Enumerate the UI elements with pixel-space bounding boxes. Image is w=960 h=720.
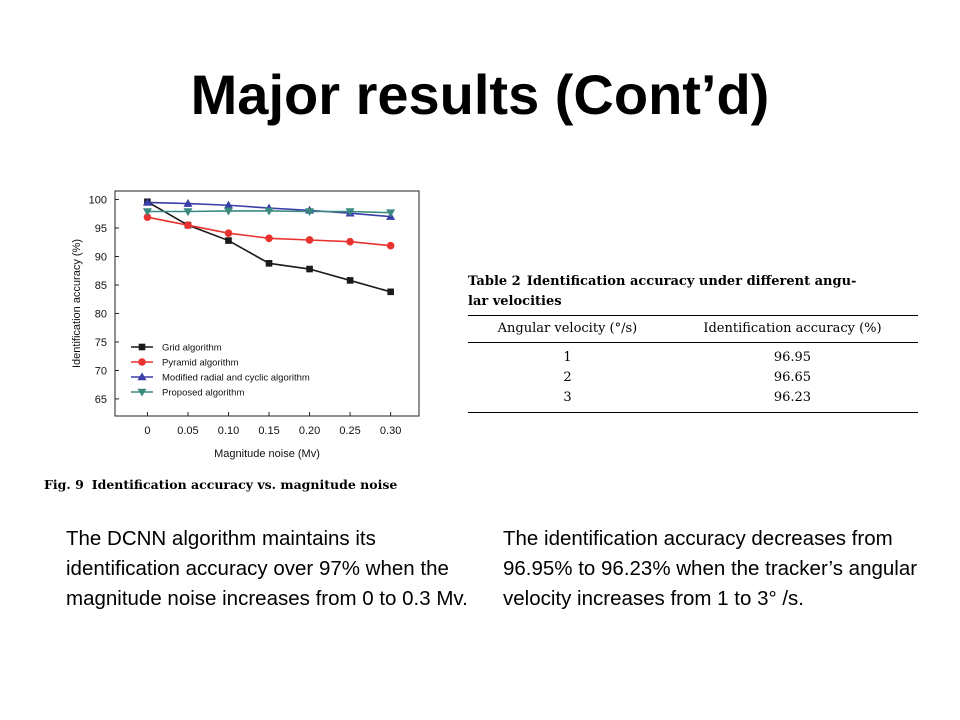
data-point (386, 241, 395, 250)
legend-label: Modified radial and cyclic algorithm (162, 373, 310, 384)
table-cell: 1 (563, 350, 572, 365)
data-point (138, 358, 146, 366)
legend-label: Proposed algorithm (162, 388, 244, 399)
data-point (142, 197, 152, 206)
data-point (265, 260, 273, 267)
y-tick-label: 80 (95, 308, 107, 320)
data-point (224, 229, 233, 237)
table-caption-line-2: lar velocities (468, 294, 562, 309)
table-cell: 96.95 (773, 350, 812, 365)
x-tick-label: 0.30 (380, 425, 401, 437)
table-caption: Table 2 Identification accuracy under dif… (468, 272, 918, 312)
x-tick-label: 0 (144, 425, 150, 437)
series-layer (142, 197, 396, 296)
y-tick-label: 65 (95, 394, 107, 406)
x-tick-label: 0.25 (339, 425, 360, 437)
data-point (225, 237, 232, 244)
data-point (346, 277, 354, 284)
data-point (142, 208, 152, 217)
data-point (345, 208, 355, 217)
data-point (265, 234, 273, 243)
data-point (137, 388, 147, 397)
series-group (143, 213, 395, 250)
data-point (387, 288, 394, 296)
figure-caption: Fig. 9 Identification accuracy vs. magnit… (44, 477, 397, 492)
data-point (386, 209, 396, 218)
data-point (305, 208, 315, 217)
y-axis-ticks: 65 70 75 80 85 90 95 100 (89, 195, 119, 406)
y-tick-label: 100 (89, 195, 107, 207)
y-tick-label: 85 (95, 280, 107, 292)
x-tick-label: 0.10 (218, 425, 239, 437)
legend-item: Pyramid algorithm (131, 358, 239, 369)
y-tick-label: 90 (95, 252, 107, 264)
table-caption-line-1: Identification accuracy under different … (526, 274, 857, 289)
figure-number: Fig. 9 (44, 477, 84, 492)
series-group (142, 207, 396, 218)
table-row: 3 96.23 (468, 388, 918, 413)
x-tick-label: 0.20 (299, 425, 320, 437)
table-cell: 96.65 (773, 370, 812, 385)
y-axis-label: Identification accuracy (%) (71, 239, 83, 368)
table-header-row: Angular velocity (°/s) Identification ac… (468, 315, 918, 343)
table-row: 2 96.65 (468, 368, 918, 388)
legend-item: Modified radial and cyclic algorithm (131, 372, 310, 384)
accuracy-noise-chart: 65 70 75 80 85 90 95 100 0 0.05 0.10 0.15 0.20 0.25 0… (40, 185, 460, 470)
data-point (138, 343, 146, 351)
legend-label: Pyramid algorithm (162, 358, 239, 369)
chart-legend: Grid algorithm Pyramid algorithm Modified … (131, 343, 310, 399)
summary-text-left: The DCNN algorithm maintains its identif… (66, 527, 468, 610)
table-number: Table 2 (468, 274, 521, 289)
legend-item: Grid algorithm (131, 343, 222, 354)
x-tick-label: 0.05 (177, 425, 198, 437)
table-cell: 2 (563, 370, 572, 385)
accuracy-table: Angular velocity (°/s) Identification ac… (468, 315, 918, 413)
x-axis-label: Magnitude noise (Mv) (214, 448, 320, 460)
data-point (137, 372, 147, 381)
table-row: 1 96.95 (468, 343, 918, 369)
data-point (264, 207, 274, 216)
data-point (183, 198, 193, 207)
plot-frame (114, 190, 420, 417)
legend-item: Proposed algorithm (131, 388, 244, 399)
table-cell: 96.23 (666, 388, 918, 413)
legend-label: Grid algorithm (162, 343, 222, 354)
table-header-velocity: Angular velocity (°/s) (468, 315, 667, 343)
data-point (223, 207, 234, 216)
slide-title: Major results (Cont’d) (190, 63, 770, 126)
y-tick-label: 95 (95, 223, 107, 235)
figure-caption-text: Identification accuracy vs. magnitude no… (91, 477, 398, 492)
y-tick-label: 70 (95, 365, 107, 377)
data-point (183, 208, 193, 217)
table-header-accuracy: Identification accuracy (%) (666, 315, 918, 343)
summary-text-right: The identification accuracy decreases fr… (503, 527, 918, 610)
data-point (306, 265, 313, 273)
table-cell: 3 (468, 388, 667, 413)
x-axis-ticks: 0 0.05 0.10 0.15 0.20 0.25 0.30 (144, 412, 401, 437)
data-point (184, 221, 192, 229)
data-point (346, 237, 354, 246)
accuracy-table-block: Table 2 Identification accuracy under dif… (468, 272, 918, 413)
data-point (305, 236, 314, 244)
x-tick-label: 0.15 (258, 425, 279, 437)
y-tick-label: 75 (95, 337, 107, 349)
